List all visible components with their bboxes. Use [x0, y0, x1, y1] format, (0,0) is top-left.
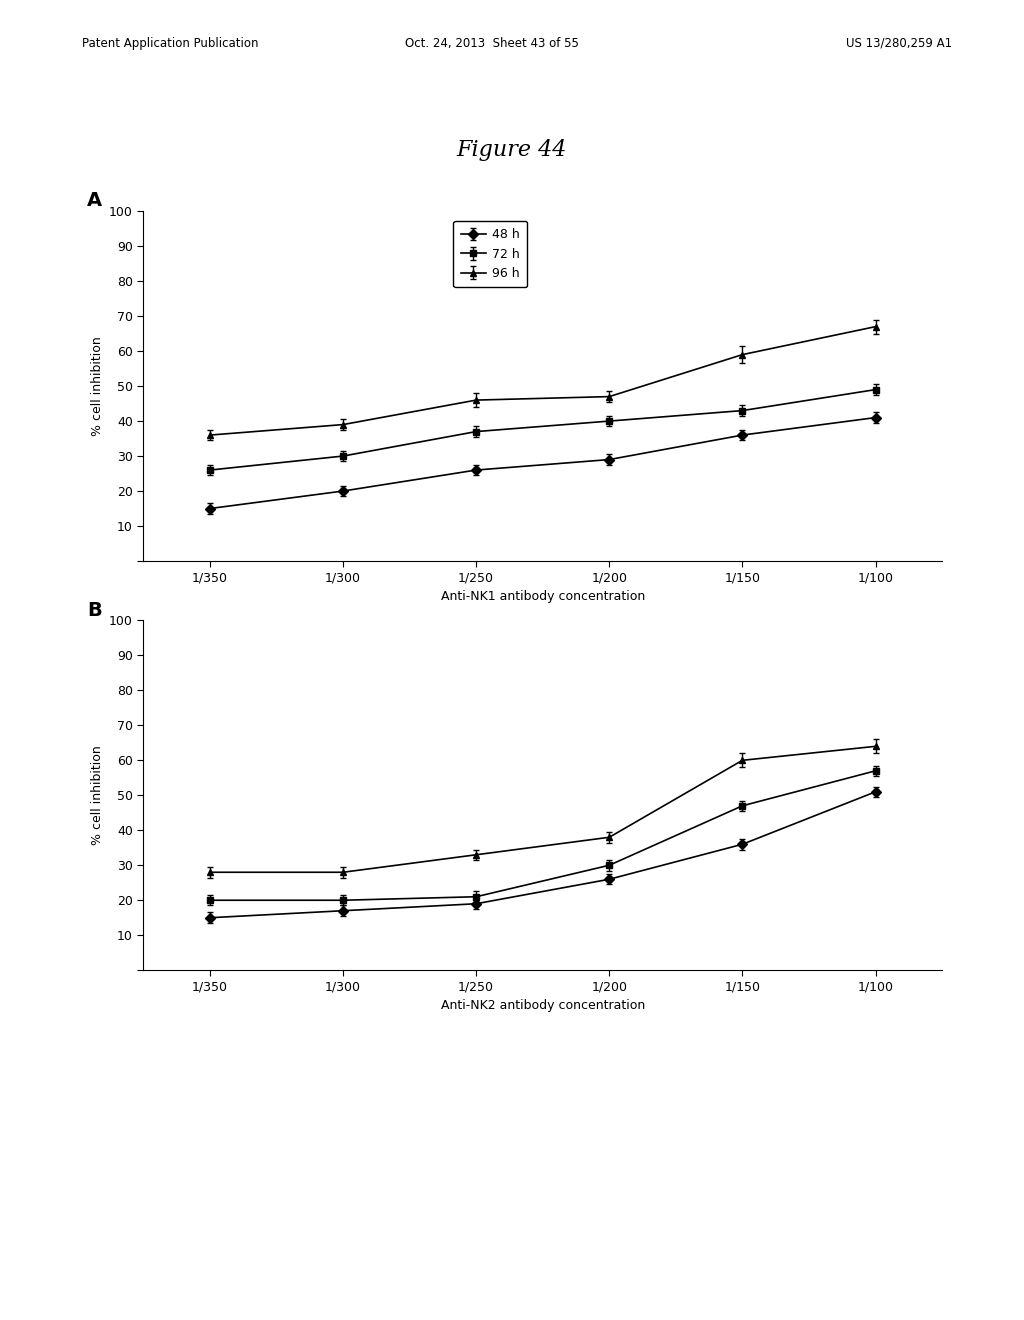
Text: B: B [87, 601, 101, 619]
Text: A: A [87, 191, 102, 210]
Legend: 48 h, 72 h, 96 h: 48 h, 72 h, 96 h [454, 220, 527, 288]
Y-axis label: % cell inhibition: % cell inhibition [90, 337, 103, 436]
X-axis label: Anti-NK2 antibody concentration: Anti-NK2 antibody concentration [440, 999, 645, 1012]
Text: Figure 44: Figure 44 [457, 139, 567, 161]
Text: US 13/280,259 A1: US 13/280,259 A1 [846, 37, 952, 50]
X-axis label: Anti-NK1 antibody concentration: Anti-NK1 antibody concentration [440, 590, 645, 603]
Y-axis label: % cell inhibition: % cell inhibition [90, 746, 103, 845]
Text: Patent Application Publication: Patent Application Publication [82, 37, 258, 50]
Text: Oct. 24, 2013  Sheet 43 of 55: Oct. 24, 2013 Sheet 43 of 55 [404, 37, 579, 50]
